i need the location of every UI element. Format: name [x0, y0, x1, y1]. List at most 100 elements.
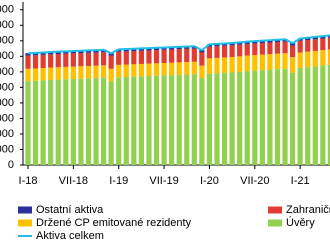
bar-segment	[259, 70, 265, 165]
bar-segment	[237, 42, 243, 45]
bar-segment	[214, 43, 220, 47]
y-tick-label: 5000	[0, 81, 14, 93]
bar-segment	[320, 36, 326, 39]
bar-segment	[244, 43, 250, 56]
bar-segment	[199, 50, 205, 53]
bar-segment	[327, 35, 330, 38]
bar-segment	[229, 42, 235, 46]
bar-segment	[40, 52, 46, 55]
bar-segment	[297, 40, 303, 53]
legend-label: Zahraniční aktiva	[286, 204, 330, 216]
bar-segment	[169, 47, 175, 50]
bar-segment	[78, 50, 84, 54]
bar-segment	[55, 67, 61, 80]
bar-segment	[229, 56, 235, 73]
bar-segment	[229, 72, 235, 165]
bar-segment	[93, 52, 99, 66]
total-line	[27, 34, 330, 55]
bar-segment	[199, 65, 205, 79]
x-tick-label: VII-20	[240, 175, 269, 187]
bar-segment	[176, 62, 182, 75]
bar-segment	[297, 67, 303, 165]
legend-swatch	[18, 206, 32, 214]
bar-segment	[63, 53, 69, 67]
y-tick-label: 10000	[0, 4, 14, 16]
bar-segment	[327, 49, 330, 65]
x-tick-label: VII-18	[59, 175, 88, 187]
bar-segment	[259, 40, 265, 43]
bar-segment	[312, 50, 318, 67]
bar-segment	[55, 79, 61, 165]
bar-segment	[305, 51, 311, 68]
bar-segment	[153, 63, 160, 76]
bar-segment	[32, 80, 39, 165]
bar-segment	[191, 61, 197, 75]
y-tick-label: 9000	[0, 19, 14, 31]
bar-segment	[108, 55, 114, 69]
bar-segment	[206, 58, 213, 74]
y-tick-label: 8000	[0, 35, 14, 47]
bar-segment	[131, 51, 137, 65]
bar-segment	[25, 81, 31, 165]
x-tick-label: I-19	[109, 175, 128, 187]
y-tick-label: 0	[8, 159, 14, 171]
bar-segment	[48, 79, 54, 165]
bar-segment	[131, 48, 137, 52]
bar-segment	[184, 46, 190, 49]
bar-segment	[267, 42, 273, 55]
bar-segment	[312, 39, 318, 51]
legend-swatch	[18, 219, 32, 227]
y-tick-label: 2000	[0, 128, 14, 140]
bar-segment	[244, 55, 250, 72]
bar-segment	[116, 49, 122, 52]
bar-segment	[146, 50, 152, 64]
bar-segment	[153, 50, 160, 64]
bar-segment	[85, 65, 92, 79]
bar-segment	[267, 54, 273, 70]
bar-segment	[297, 52, 303, 68]
bar-segment	[93, 50, 99, 53]
bar-segment	[93, 78, 99, 165]
bar-segment	[252, 41, 258, 44]
bar-segment	[199, 52, 205, 66]
bar-segment	[252, 43, 258, 56]
bar-segment	[116, 77, 122, 165]
bar-segment	[146, 48, 152, 51]
legend-label: Ostatní aktiva	[36, 204, 104, 216]
x-tick-label: VII-19	[149, 175, 178, 187]
bar-segment	[40, 54, 46, 68]
bar-segment	[327, 37, 330, 50]
bar-segment	[116, 64, 122, 78]
bar-segment	[138, 48, 144, 51]
bar-segment	[274, 69, 281, 165]
x-tick-label: I-18	[19, 175, 38, 187]
bar-segment	[40, 80, 46, 165]
bar-segment	[101, 65, 107, 78]
y-tick-label: 4000	[0, 97, 14, 109]
bar-segment	[184, 48, 190, 63]
bar-segment	[169, 49, 175, 63]
bar-segment	[131, 64, 137, 77]
bar-segment	[123, 49, 129, 52]
bar-segment	[176, 49, 182, 63]
bar-segment	[123, 64, 129, 77]
bar-segment	[282, 68, 288, 165]
bar-segment	[25, 53, 31, 56]
bar-segment	[320, 65, 326, 165]
bar-segment	[237, 56, 243, 72]
bar-segment	[40, 67, 46, 81]
bar-segment	[169, 75, 175, 165]
bar-segment	[169, 62, 175, 76]
bar-segment	[48, 54, 54, 68]
bar-segment	[85, 78, 92, 165]
bar-segment	[85, 50, 92, 53]
bar-segment	[161, 49, 167, 64]
bar-segment	[244, 41, 250, 44]
bar-segment	[320, 50, 326, 66]
bar-segment	[290, 43, 296, 46]
bar-segment	[184, 62, 190, 75]
bar-segment	[63, 66, 69, 80]
bar-segment	[267, 69, 273, 165]
bar-segment	[32, 52, 39, 56]
